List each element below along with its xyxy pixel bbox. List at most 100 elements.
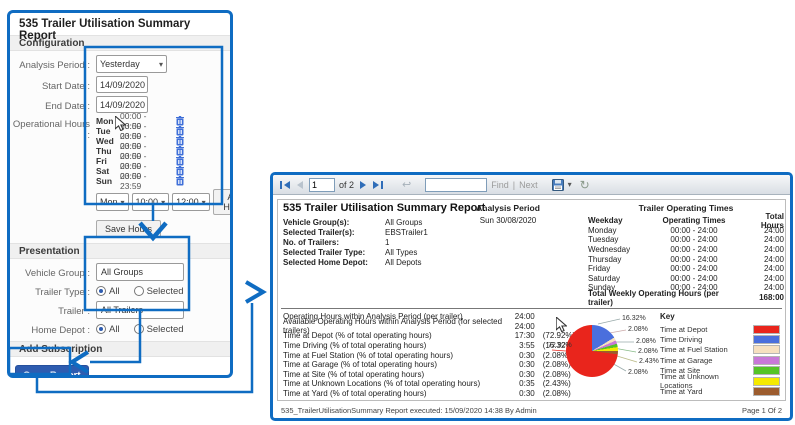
delete-hours-icon[interactable] — [176, 176, 184, 186]
detail-value: 1 — [385, 237, 390, 247]
operating-times-row: Sunday 00:00 - 24:00 24:00 — [588, 283, 784, 293]
report-title: 535 Trailer Utilisation Summary Report — [283, 202, 486, 214]
chevron-down-icon: ▾ — [201, 197, 206, 207]
weekday-cell: Thursday — [588, 254, 622, 264]
hours-cell: 24:00 — [763, 273, 784, 283]
delete-hours-icon[interactable] — [176, 156, 184, 166]
add-start-time-select[interactable]: 10:00 ▾ — [131, 193, 170, 211]
operating-times-row: Saturday 00:00 - 24:00 24:00 — [588, 274, 784, 284]
operational-hours-block: Mon 00:00 - 23:59 Tue 00:00 - 23:59 — [96, 111, 230, 238]
metric-row: Available Operating Hours within Analysi… — [283, 317, 595, 335]
save-hours-button[interactable]: Save Hours — [96, 220, 162, 238]
delete-hours-icon[interactable] — [176, 166, 184, 176]
chart-key-row: Time at Depot — [660, 324, 780, 334]
trailer-type-radio-group: All Selected — [96, 286, 184, 297]
add-hours-button[interactable]: Add Hours — [212, 189, 230, 215]
delete-hours-icon[interactable] — [176, 136, 184, 146]
add-day-select[interactable]: Mon ▾ — [96, 193, 129, 211]
next-page-icon[interactable] — [358, 180, 368, 190]
open-report-button[interactable]: Open Report — [15, 365, 89, 375]
pie-chart — [566, 325, 618, 377]
delete-hours-icon[interactable] — [176, 146, 184, 156]
analysis-period-select[interactable]: Yesterday ▾ — [96, 55, 167, 73]
hours-cell: 24:00 — [763, 254, 784, 264]
detail-value: All Groups — [385, 217, 423, 227]
export-save-icon[interactable] — [551, 178, 564, 191]
add-end-time-select[interactable]: 12:00 ▾ — [172, 193, 210, 211]
chart-key-swatch — [753, 324, 780, 334]
metric-value: 0:30 — [519, 389, 535, 399]
refresh-icon[interactable]: ↻ — [579, 177, 590, 192]
weekday-cell: Wednesday — [588, 245, 631, 255]
day-label: Thu — [96, 146, 112, 156]
chart-key-row: Time at Fuel Station — [660, 345, 780, 355]
add-hours-row: Mon ▾ 10:00 ▾ 12:00 ▾ Add Hours — [96, 189, 230, 215]
chart-key-items: Time at Depot Time Driving Time at Fuel … — [660, 324, 780, 397]
last-page-icon[interactable] — [372, 180, 384, 190]
col-total-hours: Total Hours — [760, 211, 784, 230]
find-input[interactable] — [425, 177, 488, 192]
presentation-body: Vehicle Group : All Groups Trailer Type … — [10, 259, 230, 341]
previous-page-icon[interactable] — [295, 180, 305, 190]
metric-label: Time at Fuel Station (% of total operati… — [283, 350, 454, 360]
delete-hours-icon[interactable] — [176, 126, 184, 136]
add-end-time-value: 12:00 — [176, 197, 199, 207]
weekday-cell: Sunday — [588, 283, 616, 293]
delete-hours-icon[interactable] — [176, 116, 184, 126]
chart-key-label: Time at Site — [660, 366, 701, 376]
first-page-icon[interactable] — [279, 180, 291, 190]
home-depot-selected-radio[interactable] — [133, 324, 144, 334]
detail-label: Selected Trailer(s): — [283, 227, 355, 237]
add-day-value: Mon — [100, 197, 118, 207]
home-depot-all-radio[interactable] — [96, 324, 106, 334]
trailer-value: All Trailers — [101, 305, 144, 315]
pie-callout-garage: 2.08% — [636, 338, 656, 345]
day-label: Sat — [96, 166, 110, 176]
trailer-label: Trailer : — [58, 306, 90, 317]
detail-label: Selected Home Depot: — [283, 257, 368, 267]
report-footer-left: 535_TrailerUtilisationSummary Report exe… — [281, 406, 537, 415]
chart-key-title: Key — [660, 312, 675, 321]
trailer-type-selected-radio[interactable] — [133, 286, 144, 296]
report-detail-row: No. of Trailers: 1 — [283, 237, 428, 247]
report-footer-right: Page 1 Of 2 — [741, 406, 782, 415]
metric-row: Time at Fuel Station (% of total operati… — [283, 350, 595, 360]
weekday-cell: Saturday — [588, 273, 621, 283]
back-to-parent-icon[interactable]: ↩ — [402, 178, 412, 191]
metric-value: 24:00 — [514, 312, 535, 322]
vehicle-group-row: Vehicle Group : All Groups — [10, 263, 230, 281]
trailer-input[interactable]: All Trailers — [96, 301, 184, 319]
panel-title: 535 Trailer Utilisation Summary Report — [19, 18, 191, 42]
analysis-period-row: Analysis Period : Yesterday ▾ — [10, 55, 230, 73]
start-date-input[interactable]: 14/09/2020 — [96, 76, 148, 93]
operational-hours-list: Mon 00:00 - 23:59 Tue 00:00 - 23:59 — [96, 111, 230, 191]
config-panel: 535 Trailer Utilisation Summary Report C… — [7, 10, 233, 378]
next-label[interactable]: Next — [519, 179, 538, 190]
report-detail-row: Selected Home Depot: All Depots — [283, 257, 428, 267]
metric-percent: (72.92%) — [542, 331, 576, 341]
pie-callout-unknown: 2.43% — [639, 358, 659, 365]
vehicle-group-input[interactable]: All Groups — [96, 263, 184, 281]
section-divider — [281, 308, 782, 309]
trailer-type-all-radio[interactable] — [96, 286, 106, 296]
report-toolbar: of 2 ↩ Find | Next ▾ ↻ — [273, 175, 790, 195]
section-header-presentation: Presentation — [10, 243, 230, 259]
home-depot-radio-group: All Selected — [96, 324, 184, 335]
start-date-row: Start Date : 14/09/2020 — [10, 76, 230, 93]
report-viewer-panel: of 2 ↩ Find | Next ▾ ↻ 535 Trailer Utili… — [270, 172, 793, 421]
hours-cell: 24:00 — [763, 283, 784, 293]
export-caret-icon[interactable]: ▾ — [567, 180, 572, 189]
report-detail-row: Selected Trailer(s): EBSTrailer1 — [283, 227, 428, 237]
hours-cell: 24:00 — [763, 245, 784, 255]
hours-cell: 24:00 — [763, 264, 784, 274]
page-number-input[interactable] — [309, 177, 335, 192]
metric-label: Time at Depot (% of total operating hour… — [283, 331, 432, 341]
times-cell: 00:00 - 24:00 — [670, 235, 718, 245]
pie-callout-depot: 72.92% — [548, 342, 572, 349]
report-details: Vehicle Group(s): All Groups Selected Tr… — [283, 217, 428, 267]
find-label[interactable]: Find — [491, 179, 509, 190]
detail-label: Selected Trailer Type: — [283, 247, 366, 257]
chevron-down-icon: ▾ — [161, 197, 166, 207]
metric-label: Time at Garage (% of total operating hou… — [283, 360, 437, 370]
